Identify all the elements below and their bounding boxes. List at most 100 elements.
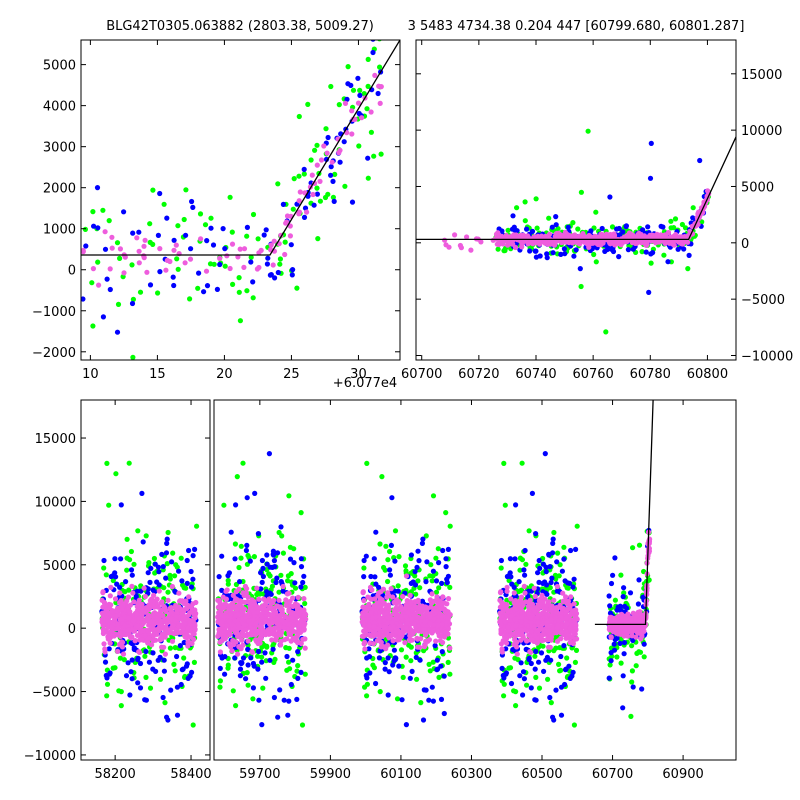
pink-point: [119, 606, 125, 612]
green-point: [251, 554, 257, 560]
blue-point: [275, 714, 281, 720]
blue-point: [445, 573, 451, 579]
pink-point: [262, 618, 268, 624]
blue-point: [281, 697, 287, 703]
y-tick-label: 15000: [741, 68, 782, 83]
pink-point: [268, 242, 274, 248]
blue-point: [373, 529, 379, 535]
blue-point: [125, 660, 131, 666]
blue-point: [259, 557, 265, 564]
green-point: [413, 591, 419, 597]
blue-point: [407, 675, 413, 681]
green-point: [161, 585, 167, 591]
green-point: [504, 597, 510, 603]
green-point: [147, 685, 154, 691]
pink-point: [295, 594, 301, 601]
blue-point: [517, 673, 523, 679]
green-point: [505, 227, 511, 233]
blue-point: [514, 228, 520, 234]
x-tick-label: 58200: [94, 767, 135, 782]
blue-point: [559, 568, 566, 574]
pink-point: [142, 633, 148, 639]
blue-point: [420, 717, 427, 723]
pink-point: [286, 607, 292, 613]
blue-point: [298, 564, 305, 570]
green-point: [609, 224, 616, 230]
blue-point: [445, 546, 451, 553]
pink-point: [371, 624, 377, 630]
blue-point: [261, 232, 267, 238]
green-point: [240, 460, 246, 466]
pink-point: [282, 251, 288, 258]
blue-point: [201, 289, 207, 295]
blue-point: [95, 225, 101, 231]
pink-point: [440, 594, 446, 601]
blue-point: [499, 665, 505, 672]
pink-point: [388, 626, 394, 632]
x-tick-label: 60800: [687, 367, 728, 382]
blue-point: [521, 567, 527, 573]
pink-point: [186, 594, 192, 600]
blue-point: [364, 655, 370, 661]
pink-point: [301, 623, 307, 629]
blue-point: [620, 594, 626, 600]
y-tick-label: 0: [68, 622, 76, 637]
pink-point: [431, 616, 437, 622]
blue-point: [625, 247, 632, 253]
blue-point: [112, 556, 118, 562]
green-point: [519, 460, 525, 466]
blue-point: [187, 673, 193, 679]
blue-point: [266, 451, 272, 457]
green-point: [283, 645, 289, 651]
blue-point: [388, 542, 394, 549]
pink-point: [300, 636, 306, 643]
blue-point: [553, 687, 559, 693]
blue-point: [635, 601, 642, 607]
pink-point: [380, 644, 386, 650]
blue-point: [278, 524, 284, 530]
blue-point: [558, 712, 565, 718]
pink-point: [427, 620, 433, 627]
green-point: [394, 696, 401, 702]
blue-point: [616, 225, 622, 232]
blue-point: [546, 551, 552, 558]
blue-point: [439, 649, 445, 655]
green-point: [522, 199, 528, 205]
green-point: [208, 215, 214, 221]
green-point: [238, 543, 244, 549]
blue-point: [264, 561, 270, 567]
pink-point: [318, 157, 325, 163]
pink-point: [244, 599, 250, 605]
green-point: [222, 263, 228, 269]
green-point: [127, 557, 133, 563]
blue-point: [377, 648, 383, 654]
blue-point: [112, 570, 118, 576]
blue-point: [164, 215, 170, 221]
pink-point: [137, 629, 144, 635]
green-point: [221, 502, 227, 508]
pink-point: [162, 607, 168, 613]
pink-point: [100, 618, 106, 624]
blue-point: [179, 578, 185, 584]
pink-point: [286, 621, 292, 627]
blue-point: [178, 681, 184, 688]
green-point: [276, 529, 282, 536]
green-point: [181, 655, 187, 661]
blue-point: [150, 650, 156, 656]
blue-point: [414, 564, 420, 571]
green-point: [244, 233, 250, 239]
blue-point: [286, 698, 292, 704]
pink-point: [254, 609, 261, 615]
data-points: [81, 40, 400, 360]
pink-point: [410, 629, 416, 635]
green-point: [162, 700, 168, 706]
blue-point: [129, 572, 135, 578]
pink-point: [177, 605, 183, 612]
green-point: [575, 226, 581, 232]
green-point: [532, 653, 538, 659]
blue-point: [330, 178, 336, 184]
pink-point: [173, 242, 179, 248]
green-point: [436, 585, 442, 591]
blue-point: [565, 224, 571, 230]
green-point: [217, 678, 223, 684]
